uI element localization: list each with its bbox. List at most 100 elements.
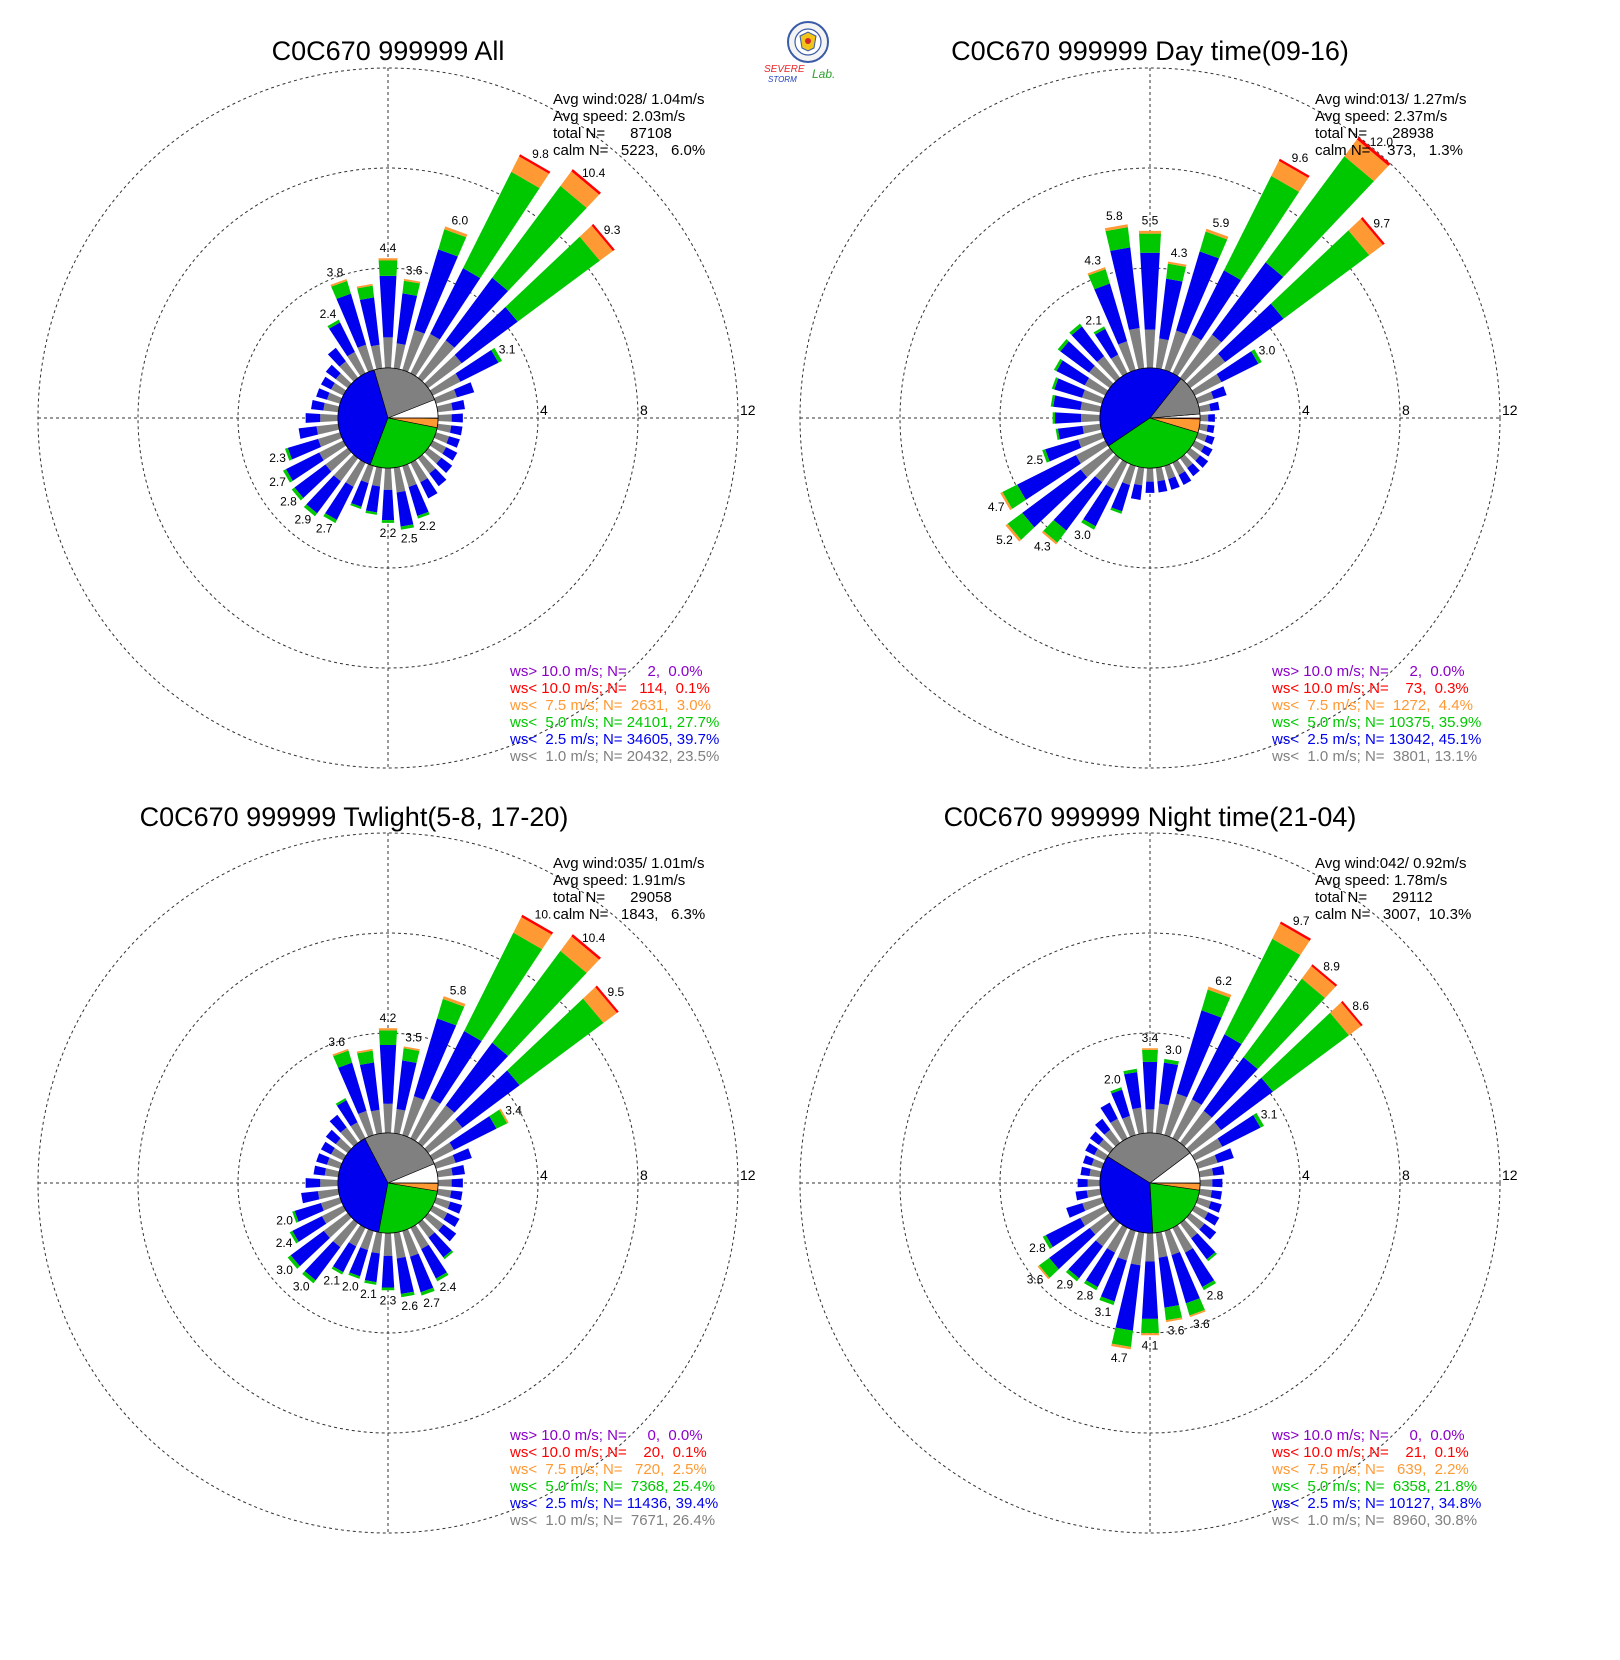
bar-segment bbox=[450, 425, 463, 436]
bar-segment bbox=[421, 1244, 447, 1279]
bar-segment bbox=[521, 914, 554, 935]
bar-segment bbox=[442, 996, 466, 1007]
bar-segment bbox=[356, 283, 373, 289]
stats-line: calm N= 5223, 6.0% bbox=[553, 142, 705, 159]
bar-segment bbox=[413, 1018, 457, 1100]
bar-segment bbox=[579, 225, 613, 261]
bar-segment bbox=[1198, 1168, 1214, 1178]
bar-segment bbox=[583, 987, 617, 1023]
bar-label: 3.6 bbox=[1168, 1324, 1185, 1338]
bar-label: 3.5 bbox=[405, 1031, 422, 1045]
bar-segment bbox=[364, 1280, 377, 1285]
bar-label: 3.0 bbox=[1074, 528, 1091, 542]
bar-label: 2.2 bbox=[380, 526, 397, 540]
bar-segment bbox=[383, 337, 393, 369]
bar-segment bbox=[447, 1201, 463, 1214]
bar-segment bbox=[410, 333, 440, 377]
bar-segment bbox=[443, 1250, 454, 1260]
bar-segment bbox=[333, 1050, 353, 1068]
bar-segment bbox=[433, 1154, 456, 1169]
bar-segment bbox=[402, 1048, 420, 1063]
bar-segment bbox=[1042, 1235, 1053, 1250]
bar-segment bbox=[393, 466, 406, 493]
bar-segment bbox=[428, 1232, 452, 1258]
bar-label: 2.0 bbox=[276, 1214, 293, 1228]
bar-segment bbox=[329, 1114, 347, 1133]
legend-entry: ws< 10.0 m/s; N= 20, 0.1% bbox=[509, 1444, 707, 1461]
bar-segment bbox=[402, 329, 425, 373]
bar-segment bbox=[420, 1287, 435, 1296]
bar-segment bbox=[1051, 377, 1059, 390]
calm-pie-slice bbox=[1099, 1156, 1154, 1234]
bar-segment bbox=[350, 503, 362, 510]
bar-segment bbox=[1000, 491, 1013, 511]
bar-segment bbox=[1081, 413, 1101, 423]
bar-segment bbox=[410, 459, 428, 483]
bar-segment bbox=[1098, 1139, 1114, 1154]
legend-entry: ws< 2.5 m/s; N= 11436, 39.4% bbox=[509, 1495, 718, 1512]
bar-segment bbox=[1159, 278, 1183, 341]
bar-segment bbox=[571, 934, 601, 960]
bar-segment bbox=[451, 413, 463, 423]
calm-pie-slice bbox=[1107, 1132, 1191, 1184]
bar-segment bbox=[324, 1168, 340, 1178]
bar-segment bbox=[370, 1109, 383, 1135]
bar-segment bbox=[313, 1165, 326, 1176]
bar-segment bbox=[417, 454, 436, 474]
bar-segment bbox=[1172, 459, 1186, 476]
bar-label: 2.6 bbox=[401, 1299, 418, 1313]
bar-segment bbox=[1002, 484, 1026, 509]
bar-segment bbox=[1145, 481, 1155, 493]
bar-segment bbox=[333, 1219, 359, 1248]
bar-segment bbox=[1110, 507, 1123, 514]
bar-segment bbox=[1176, 1010, 1222, 1098]
bar-segment bbox=[1122, 1115, 1136, 1138]
bar-segment bbox=[381, 520, 395, 523]
bar-label: 10.4 bbox=[582, 931, 606, 945]
bar-segment bbox=[359, 1062, 380, 1112]
bar-segment bbox=[1105, 459, 1128, 490]
bar-segment bbox=[1117, 1228, 1136, 1261]
bar-segment bbox=[320, 1178, 339, 1188]
legend-entry: ws< 5.0 m/s; N= 24101, 27.7% bbox=[509, 714, 719, 731]
bar-segment bbox=[294, 464, 332, 499]
bar-segment bbox=[372, 466, 383, 487]
bar-segment bbox=[464, 932, 543, 1042]
bar-segment bbox=[284, 447, 292, 461]
bar-segment bbox=[1189, 1309, 1206, 1318]
wind-rose-panel-4: 4 8 123.43.06.29.78.98.63.12.83.63.64.14.7… bbox=[799, 802, 1518, 1534]
bar-segment bbox=[1191, 1205, 1209, 1219]
bar-segment bbox=[513, 916, 552, 950]
bar-segment bbox=[1210, 1190, 1223, 1200]
bar-label: 2.8 bbox=[1207, 1289, 1224, 1303]
bar-segment bbox=[1087, 1179, 1101, 1187]
bar-segment bbox=[1191, 1034, 1242, 1105]
legend-entry: ws< 7.5 m/s; N= 1272, 4.4% bbox=[1271, 697, 1473, 714]
legend-entry: ws> 10.0 m/s; N= 2, 0.0% bbox=[1271, 663, 1465, 680]
bar-segment bbox=[1110, 247, 1140, 330]
bar-segment bbox=[305, 413, 321, 423]
bar-segment bbox=[301, 1191, 320, 1204]
bar-label: 2.5 bbox=[401, 532, 418, 546]
legend-entry: ws< 2.5 m/s; N= 13042, 45.1% bbox=[1271, 731, 1481, 748]
bar-segment bbox=[402, 1228, 419, 1257]
bar-segment bbox=[1140, 1333, 1160, 1336]
bar-segment bbox=[1206, 424, 1215, 434]
bar-segment bbox=[1203, 1057, 1258, 1118]
bar-segment bbox=[359, 297, 380, 347]
bar-label: 8.9 bbox=[1323, 960, 1340, 974]
bar-segment bbox=[1200, 445, 1213, 457]
bar-segment bbox=[446, 436, 460, 448]
bar-segment bbox=[393, 343, 406, 370]
bar-segment bbox=[348, 1224, 366, 1247]
bar-segment bbox=[1082, 1155, 1095, 1166]
bar-label: 9.7 bbox=[1293, 914, 1310, 928]
bar-label: 10.4 bbox=[582, 166, 606, 180]
calm-pie-slice bbox=[1149, 417, 1201, 420]
bar-segment bbox=[358, 1110, 374, 1138]
bar-segment bbox=[1093, 326, 1106, 335]
panel-title: C0C670 999999 Twlight(5-8, 17-20) bbox=[140, 802, 569, 832]
bar-segment bbox=[1159, 1062, 1179, 1106]
bar-segment bbox=[1110, 1087, 1123, 1094]
bar-segment bbox=[335, 1098, 347, 1106]
